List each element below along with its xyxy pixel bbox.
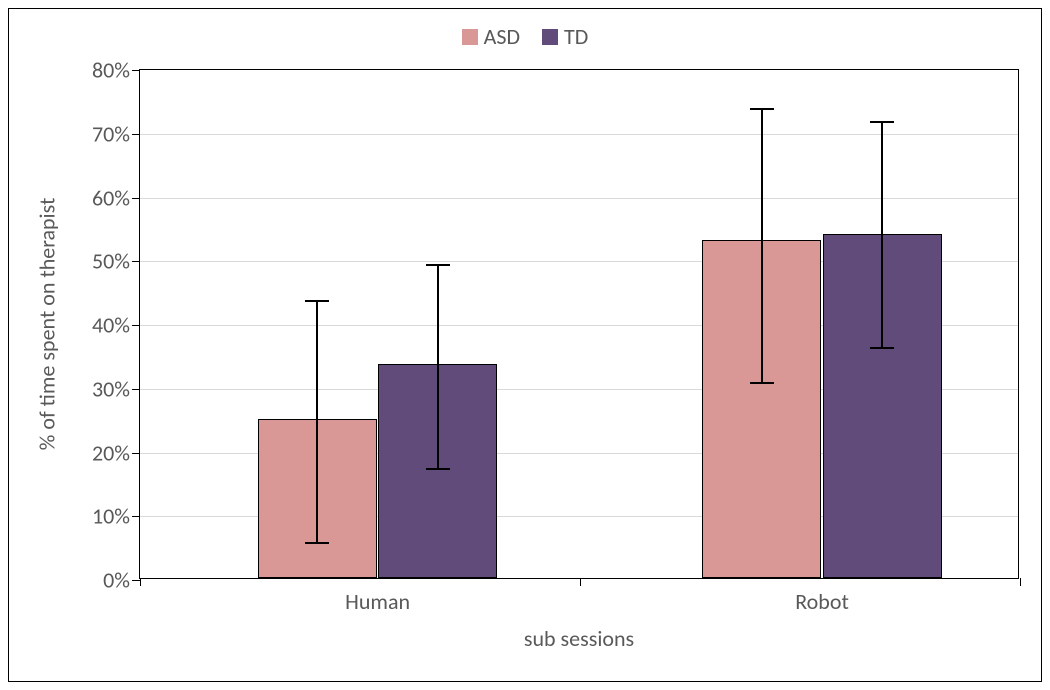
gridline xyxy=(140,134,1018,135)
error-cap xyxy=(426,264,450,266)
ytick-label: 0% xyxy=(103,567,130,594)
ytick-mark xyxy=(132,134,140,135)
error-cap xyxy=(750,382,774,384)
error-cap xyxy=(305,300,329,302)
ytick-mark xyxy=(132,325,140,326)
ytick-label: 80% xyxy=(92,57,130,84)
error-cap xyxy=(305,542,329,544)
ytick-mark xyxy=(132,453,140,454)
legend-item: TD xyxy=(542,23,588,50)
error-bar xyxy=(761,108,763,382)
xtick-mark xyxy=(140,578,141,586)
legend-swatch-asd xyxy=(462,29,478,45)
ytick-label: 10% xyxy=(92,503,130,530)
chart-frame: ASD TD 0%10%20%30%40%50%60%70%80%HumanRo… xyxy=(8,8,1042,682)
ytick-mark xyxy=(132,198,140,199)
xtick-mark xyxy=(580,578,581,586)
xtick-label: Human xyxy=(345,588,410,615)
ytick-label: 50% xyxy=(92,248,130,275)
legend-label: TD xyxy=(564,23,588,50)
ytick-mark xyxy=(132,70,140,71)
error-bar xyxy=(437,264,439,468)
legend: ASD TD xyxy=(9,23,1041,50)
ytick-mark xyxy=(132,261,140,262)
legend-item: ASD xyxy=(462,23,520,50)
error-cap xyxy=(870,347,894,349)
legend-label: ASD xyxy=(484,23,520,50)
ytick-label: 30% xyxy=(92,375,130,402)
ytick-mark xyxy=(132,516,140,517)
ytick-label: 40% xyxy=(92,312,130,339)
legend-swatch-td xyxy=(542,29,558,45)
gridline xyxy=(140,198,1018,199)
x-axis-label: sub sessions xyxy=(524,625,634,652)
xtick-mark xyxy=(1020,578,1021,586)
error-cap xyxy=(870,121,894,123)
error-cap xyxy=(750,108,774,110)
ytick-label: 70% xyxy=(92,120,130,147)
error-bar xyxy=(316,300,318,542)
ytick-label: 20% xyxy=(92,439,130,466)
y-axis-label: % of time spent on therapist xyxy=(34,198,61,451)
plot-area: 0%10%20%30%40%50%60%70%80%HumanRobot xyxy=(139,69,1019,579)
error-bar xyxy=(881,121,883,347)
xtick-label: Robot xyxy=(795,588,849,615)
ytick-mark xyxy=(132,389,140,390)
ytick-label: 60% xyxy=(92,184,130,211)
error-cap xyxy=(426,468,450,470)
ytick-mark xyxy=(132,580,140,581)
